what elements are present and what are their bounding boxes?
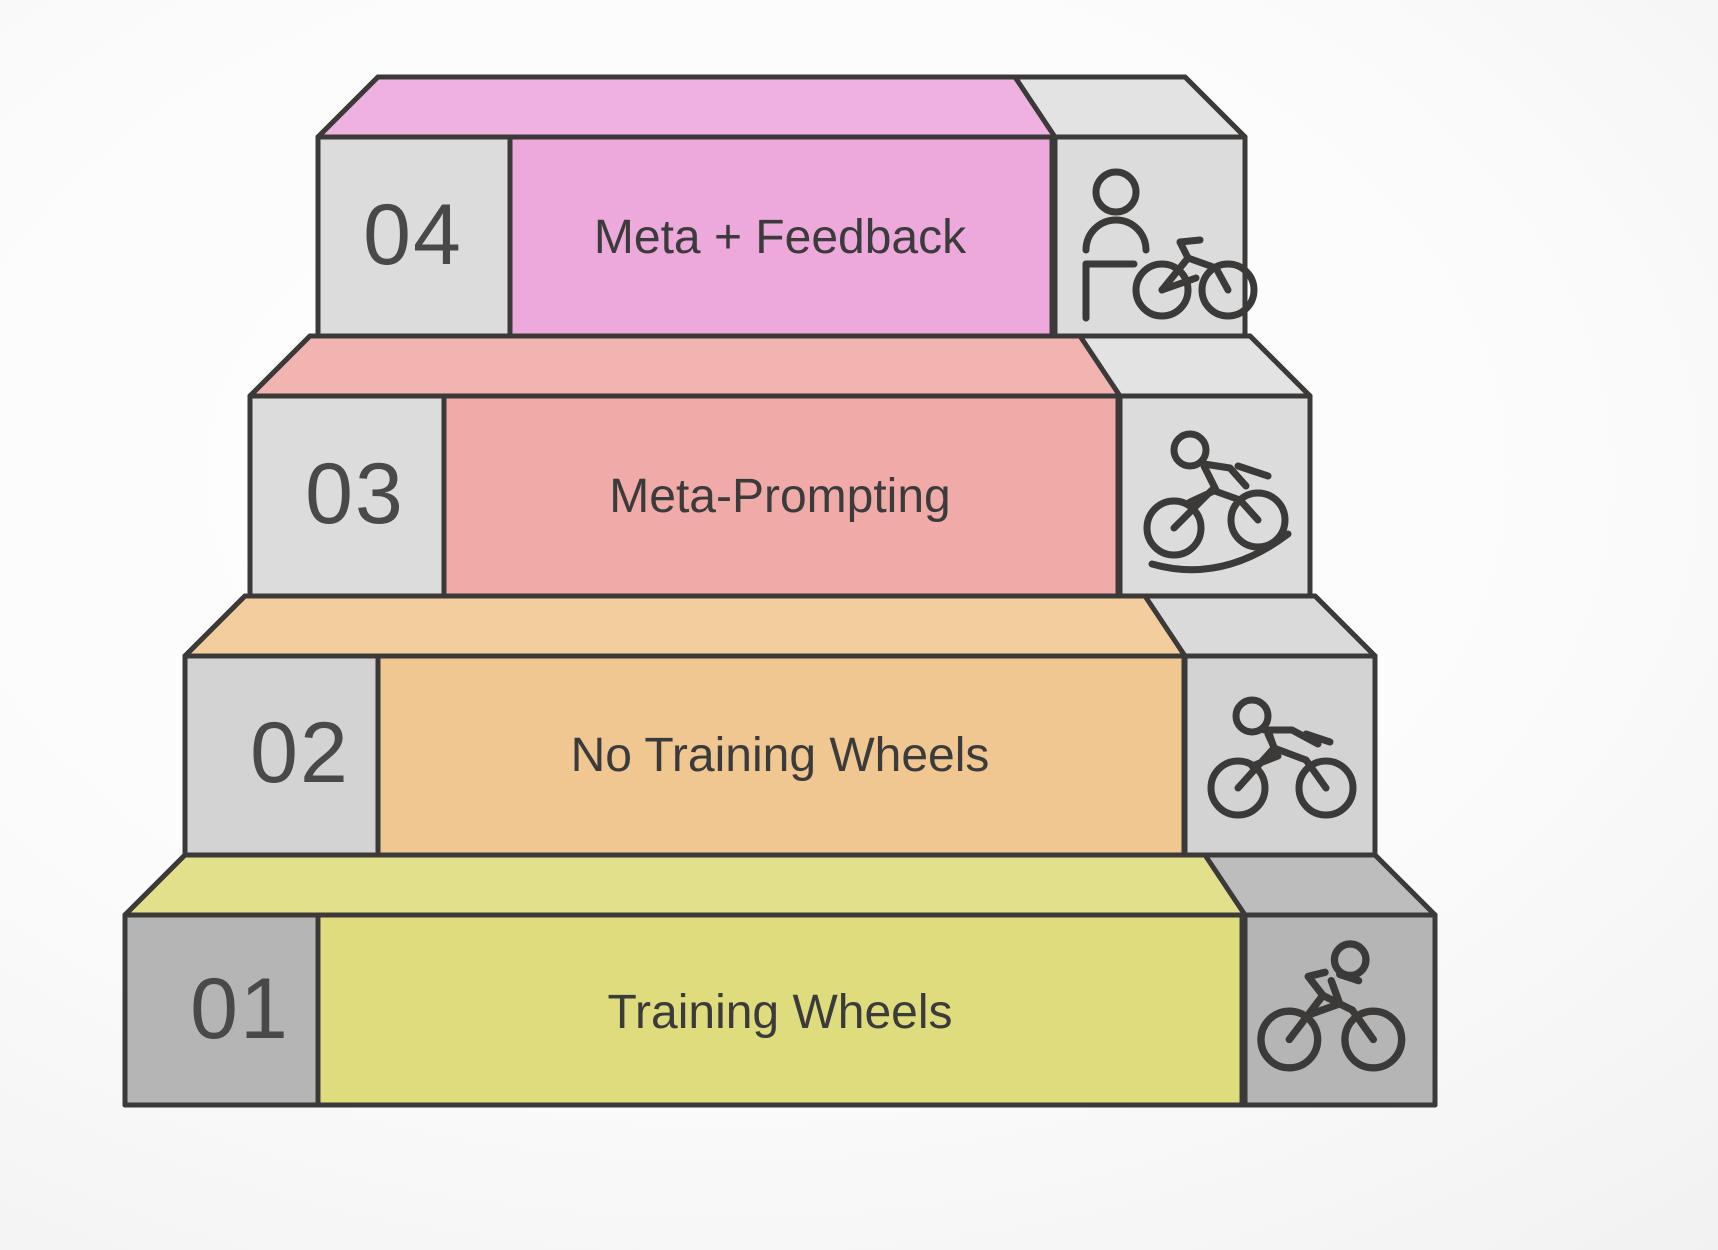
person-standing-with-bicycle-icon bbox=[1082, 168, 1258, 322]
level-03-right-top-face bbox=[1077, 333, 1313, 399]
level-02-center-top-face bbox=[185, 596, 1375, 656]
level-04-label: Meta + Feedback bbox=[594, 211, 967, 264]
level-02-right-top-face bbox=[1142, 593, 1378, 659]
level-02-center-front-face bbox=[378, 656, 1184, 855]
level-01-right-top-face bbox=[1202, 852, 1438, 918]
level-03-number: 03 bbox=[305, 446, 405, 542]
level-01-number: 01 bbox=[190, 961, 290, 1057]
level-03-group[interactable]: 03 Meta-Prompting bbox=[247, 333, 1313, 599]
level-03-center-front-face bbox=[444, 396, 1118, 596]
level-02-number: 02 bbox=[250, 705, 350, 801]
cyclist-riding-bicycle-icon bbox=[1143, 430, 1292, 574]
level-01-center-top-face bbox=[125, 855, 1435, 915]
level-04-number: 04 bbox=[363, 187, 463, 283]
level-03-center-top-face bbox=[250, 336, 1310, 396]
level-04-center-front-face bbox=[510, 137, 1052, 336]
level-01-label: Training Wheels bbox=[607, 986, 952, 1039]
level-01-group[interactable]: 01 Training Wheels bbox=[122, 852, 1438, 1108]
cyclist-leaning-bicycle-icon bbox=[1207, 696, 1357, 819]
cyclist-on-bicycle-icon bbox=[1257, 940, 1406, 1072]
level-03-label: Meta-Prompting bbox=[609, 470, 950, 523]
level-04-group[interactable]: 04 Meta + Feedback bbox=[315, 74, 1258, 339]
level-02-group[interactable]: 02 No Training Wheels bbox=[182, 593, 1378, 858]
level-02-label: No Training Wheels bbox=[571, 729, 990, 782]
level-04-right-top-face bbox=[1012, 74, 1248, 140]
level-04-center-top-face bbox=[318, 77, 1245, 137]
level-01-center-front-face bbox=[318, 915, 1242, 1105]
